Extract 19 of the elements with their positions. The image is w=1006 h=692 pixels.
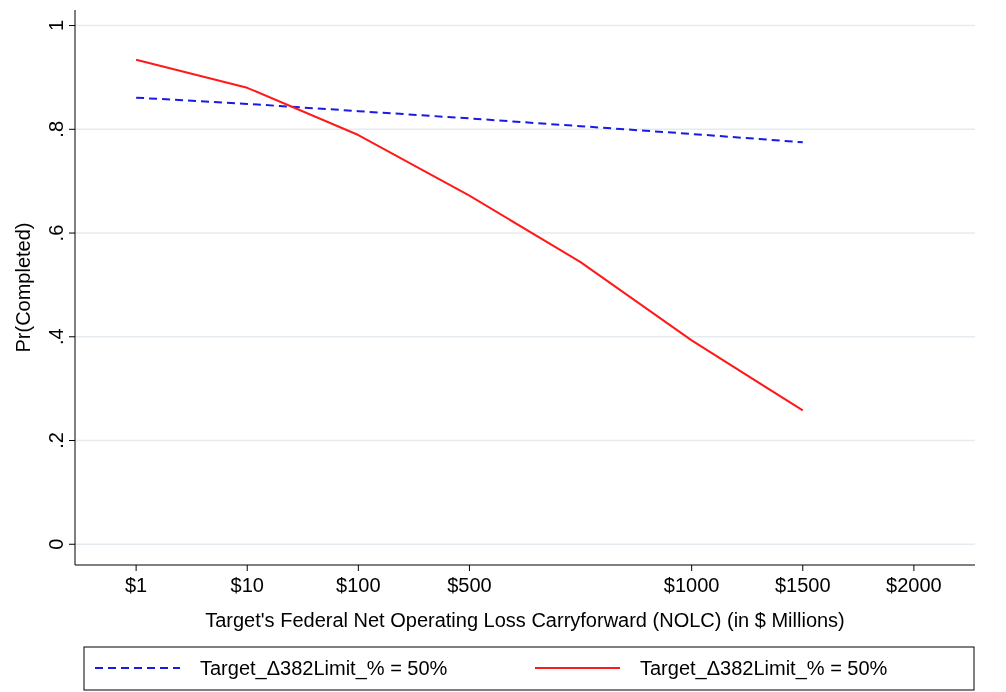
y-tick-label: 0 [45,538,67,550]
x-tick-label: $2000 [886,574,942,596]
x-tick-label: $1000 [663,574,720,596]
x-tick-label: $1500 [774,574,831,596]
x-axis-title: Target's Federal Net Operating Loss Carryforward (NOLC) (in $ Millions) [205,609,845,631]
y-tick-label: .2 [45,432,67,449]
y-tick-label: .8 [45,120,67,138]
legend-label: Target_Δ382Limit_% = 50% [200,657,448,680]
y-tick-label: .6 [45,224,67,242]
x-tick-label: $100 [336,574,381,596]
x-tick-label: $1 [124,574,148,596]
y-tick-label: .4 [45,328,67,346]
legend-label: Target_Δ382Limit_% = 50% [640,657,888,680]
y-tick-label: 1 [45,20,67,32]
y-axis-title: Pr(Completed) [12,222,34,353]
line-series [135,58,804,412]
line-series [135,96,804,144]
x-tick-label: $500 [447,574,492,596]
x-tick-label: $10 [230,574,264,596]
